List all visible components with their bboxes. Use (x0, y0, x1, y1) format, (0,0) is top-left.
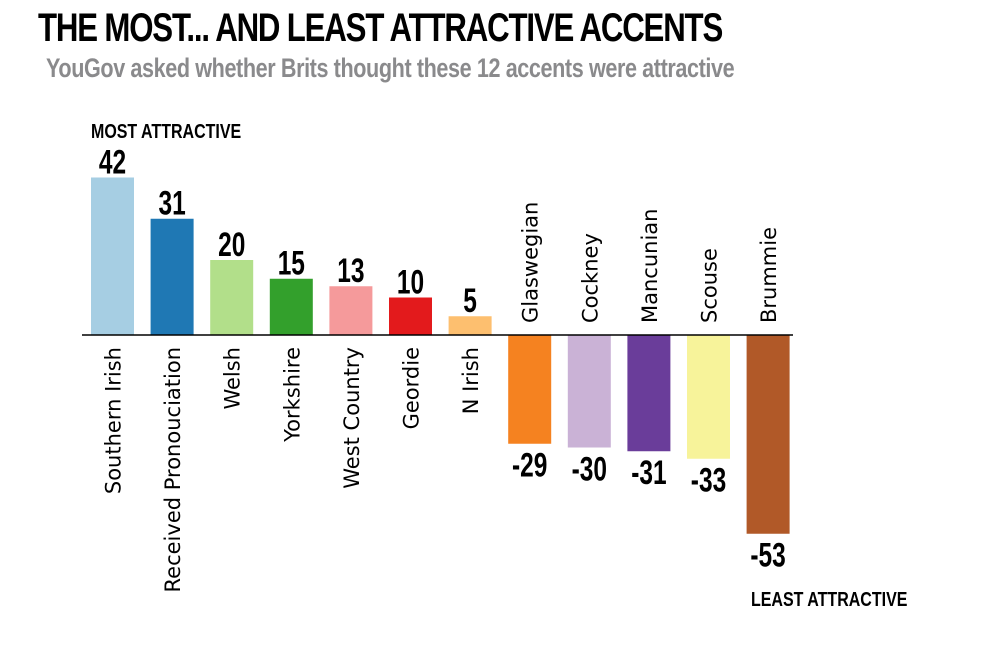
category-label-n-irish: N Irish (459, 347, 483, 414)
value-label-mancunian: -31 (631, 454, 666, 492)
bar-welsh (210, 260, 254, 335)
category-label-welsh: Welsh (221, 347, 245, 410)
category-label-received-pronouciation: Received Pronouciation (161, 347, 185, 592)
least-attractive-annotation: LEAST ATTRACTIVE (751, 588, 907, 610)
bar-scouse (687, 335, 730, 459)
category-label-brummie: Brummie (757, 227, 781, 323)
category-label-glaswegian: Glaswegian (519, 202, 543, 323)
bars-group (91, 177, 790, 534)
bar-mancunian (627, 335, 671, 452)
value-label-yorkshire: 15 (278, 245, 305, 283)
value-label-southern-irish: 42 (99, 144, 126, 182)
bar-glaswegian (508, 335, 552, 444)
value-label-glaswegian: -29 (512, 447, 547, 485)
bar-n-irish (448, 316, 492, 335)
value-label-received-pronouciation: 31 (158, 185, 185, 223)
value-label-welsh: 20 (218, 226, 245, 264)
value-label-brummie: -53 (750, 537, 785, 575)
value-label-scouse: -33 (691, 462, 726, 500)
bar-cockney (567, 335, 611, 448)
bar-southern-irish (91, 177, 134, 335)
labels-group: 42 Southern Irish 31 Received Pronouciation… (99, 144, 786, 593)
bar-brummie (746, 335, 790, 534)
category-label-scouse: Scouse (698, 248, 722, 323)
bar-received-pronouciation (150, 218, 194, 335)
bar-west-country (329, 286, 373, 335)
category-label-yorkshire: Yorkshire (280, 347, 304, 443)
category-label-southern-irish: Southern Irish (102, 347, 126, 494)
category-label-geordie: Geordie (400, 347, 424, 429)
value-label-geordie: 10 (397, 264, 424, 302)
chart-title: THE MOST... AND LEAST ATTRACTIVE ACCENTS (38, 6, 723, 50)
category-label-west-country: West Country (340, 347, 364, 489)
value-label-cockney: -30 (572, 451, 607, 489)
category-label-cockney: Cockney (578, 233, 602, 323)
most-attractive-annotation: MOST ATTRACTIVE (91, 120, 241, 142)
chart-subtitle: YouGov asked whether Brits thought these… (46, 53, 735, 83)
value-label-n-irish: 5 (463, 282, 477, 320)
value-label-west-country: 13 (337, 252, 364, 290)
bar-geordie (389, 297, 432, 335)
category-label-mancunian: Mancunian (638, 209, 662, 323)
bar-yorkshire (269, 278, 313, 335)
